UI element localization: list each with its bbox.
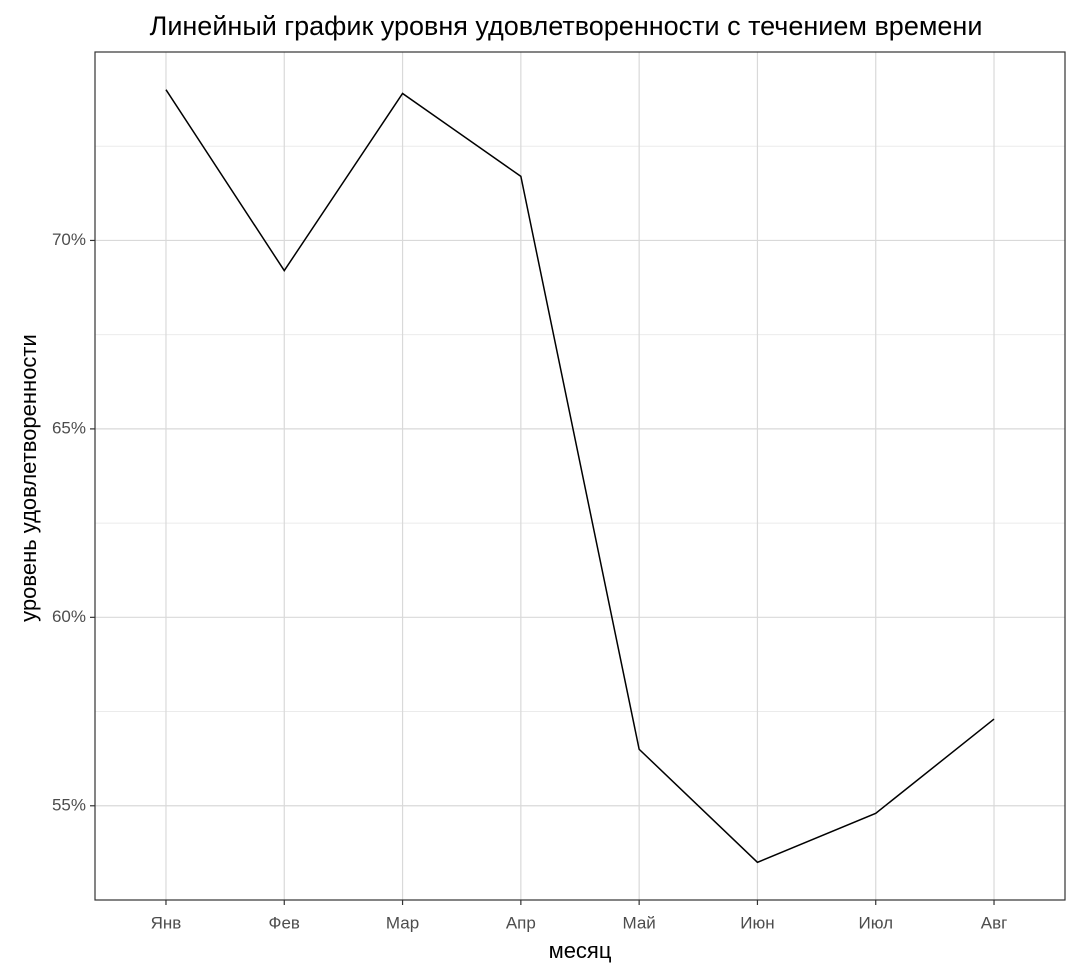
plot <box>165 89 995 864</box>
x-axis-label: месяц <box>549 938 612 963</box>
x-tick-label: Июл <box>858 913 893 932</box>
y-tick-label: 60% <box>52 607 86 626</box>
y-tick-label: 70% <box>52 230 86 249</box>
x-tick-label: Янв <box>151 913 182 932</box>
x-tick-label: Фев <box>269 913 300 932</box>
x-tick-label: Апр <box>506 913 536 932</box>
x-tick-label: Июн <box>740 913 774 932</box>
chart-title: Линейный график уровня удовлетворенности… <box>150 11 983 41</box>
x-tick-label: Авг <box>981 913 1008 932</box>
x-tick-label: Мар <box>386 913 419 932</box>
y-tick-label: 65% <box>52 418 86 437</box>
y-axis-label: уровень удовлетворенности <box>16 334 41 622</box>
x-tick-label: Май <box>622 913 655 932</box>
grid: 55% 60% 65% 70% Янв Фев Мар Апр Май Июн Июл Авг <box>52 51 1066 932</box>
panel-border <box>94 51 1066 901</box>
line-series <box>165 89 995 864</box>
y-tick-label: 55% <box>52 795 86 814</box>
